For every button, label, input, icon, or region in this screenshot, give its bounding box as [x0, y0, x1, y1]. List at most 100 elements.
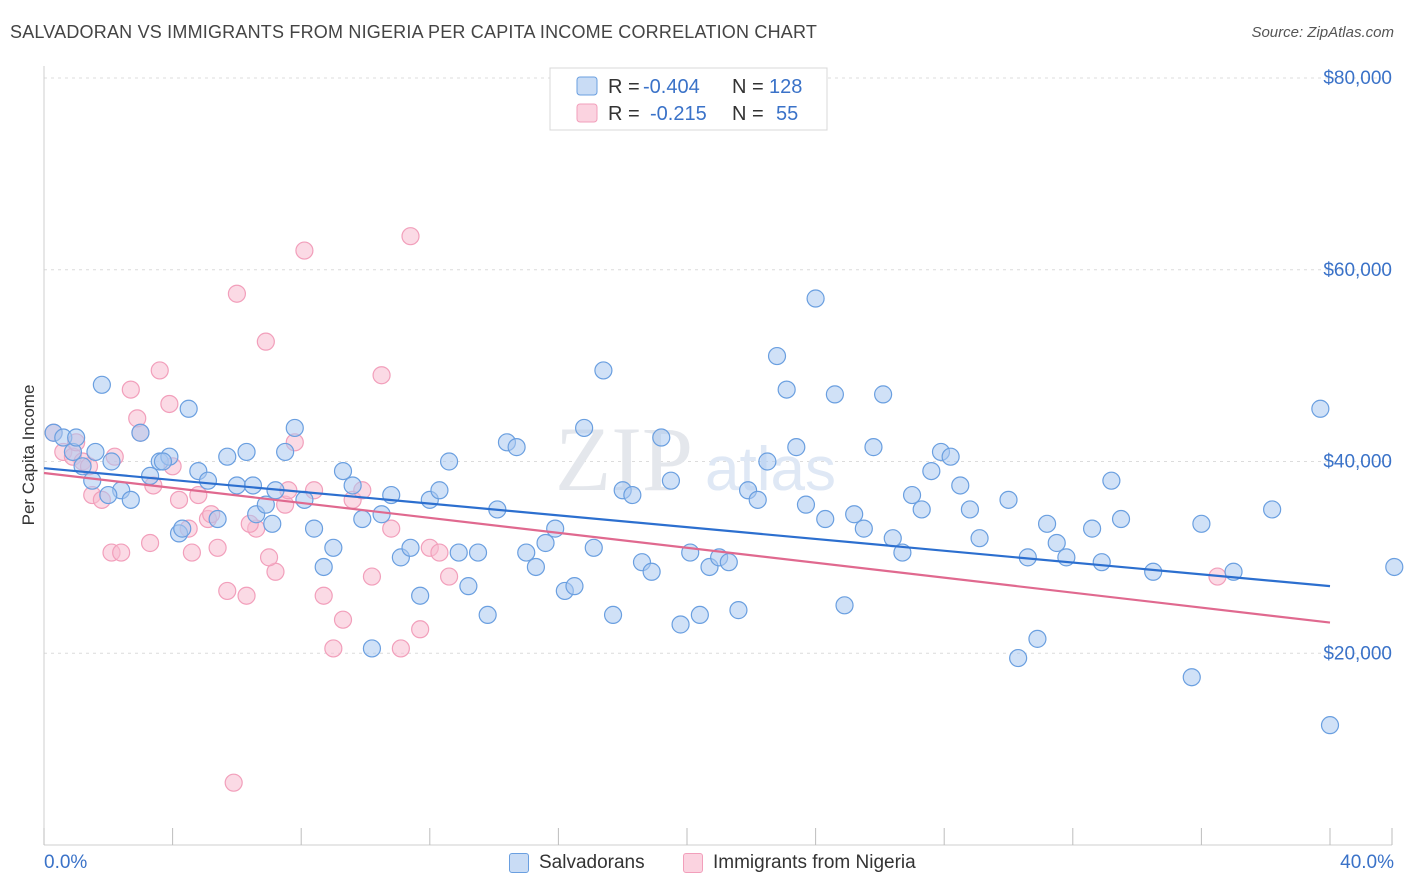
- nigeria-point-18: [218, 581, 237, 601]
- salvadoran-point-20: [237, 442, 256, 462]
- salvadoran-point-70: [719, 553, 738, 572]
- salvadoran-point-73: [748, 490, 767, 509]
- y-axis-label: Per Capita Income: [19, 385, 38, 526]
- y-tick-label-3: $80,000: [1323, 68, 1392, 89]
- salvadoran-point-55: [575, 418, 594, 438]
- salvadoran-point-48: [507, 438, 526, 457]
- nigeria-trend-line: [43, 471, 1331, 624]
- salvadoran-point-49: [517, 543, 536, 562]
- salvadoran-point-77: [787, 438, 806, 457]
- nigeria-point-41: [439, 567, 459, 586]
- salvadoran-point-62: [642, 562, 661, 581]
- salvadoran-point-127: [263, 514, 282, 533]
- legend-n-label-pink: N =: [732, 103, 764, 125]
- salvadoran-point-109: [1182, 668, 1201, 687]
- legend-r-value-blue: -0.404: [643, 76, 700, 98]
- salvadoran-point-67: [690, 605, 709, 625]
- salvadoran-point-71: [729, 601, 748, 620]
- salvadoran-point-45: [478, 605, 497, 625]
- salvadoran-point-86: [874, 385, 893, 404]
- nigeria-point-15: [189, 485, 208, 505]
- salvadoran-point-115: [1385, 557, 1404, 577]
- salvadoran-point-100: [1028, 629, 1047, 648]
- legend-item-salvadorans[interactable]: Salvadorans: [509, 852, 645, 874]
- nigeria-point-17: [208, 538, 227, 557]
- nigeria-point-26: [295, 241, 314, 260]
- salvadoran-point-17: [208, 509, 227, 529]
- nigeria-point-34: [372, 366, 391, 385]
- legend-item-nigeria[interactable]: Immigrants from Nigeria: [683, 852, 916, 874]
- legend-swatch-blue: [576, 76, 598, 96]
- salvadoran-point-24: [276, 442, 295, 462]
- nigeria-point-30: [333, 610, 353, 629]
- salvadoran-point-94: [951, 476, 970, 495]
- y-tick-label-0: $20,000: [1323, 643, 1392, 664]
- salvadoran-point-14: [179, 399, 198, 418]
- nigeria-point-52: [259, 548, 279, 567]
- trend-lines: [43, 467, 1331, 624]
- bottom-legend: Salvadorans Immigrants from Nigeria: [0, 852, 1406, 878]
- salvadoran-point-50: [526, 557, 545, 577]
- salvadoran-point-91: [922, 461, 941, 481]
- salvadoran-point-29: [324, 538, 343, 557]
- salvadoran-point-41: [439, 452, 459, 471]
- legend-label-nigeria: Immigrants from Nigeria: [713, 852, 916, 873]
- salvadoran-point-85: [864, 438, 883, 457]
- x-tick-label-max: 40.0%: [1340, 852, 1394, 873]
- salvadoran-point-93: [941, 447, 960, 466]
- salvadoran-point-98: [1009, 648, 1028, 668]
- y-tick-label-1: $40,000: [1323, 452, 1392, 473]
- salvadoran-point-54: [565, 577, 584, 596]
- salvadoran-point-82: [835, 596, 854, 615]
- legend-swatch-pink: [576, 103, 598, 123]
- salvadoran-point-38: [411, 586, 430, 605]
- nigeria-point-19: [227, 284, 246, 303]
- salvadoran-point-87: [883, 529, 902, 548]
- watermark: ZIP atlas: [555, 408, 836, 510]
- salvadoran-point-57: [594, 361, 613, 380]
- salvadoran-point-9: [131, 423, 150, 442]
- salvadoran-point-51: [536, 533, 555, 553]
- legend-n-value-blue: 128: [769, 76, 802, 98]
- salvadoran-point-97: [999, 490, 1018, 509]
- salvadoran-point-30: [333, 461, 353, 481]
- salvadoran-point-37: [401, 538, 420, 557]
- salvadoran-point-34: [372, 505, 391, 524]
- legend-r-value-pink: -0.215: [650, 103, 707, 125]
- salvadoran-point-106: [1102, 471, 1121, 490]
- nigeria-point-37: [401, 227, 420, 246]
- salvadoran-point-79: [806, 289, 825, 308]
- salvadoran-point-122: [86, 442, 105, 462]
- legend-swatch-salvadorans: [509, 853, 529, 873]
- salvadoran-point-40: [430, 481, 449, 500]
- salvadoran-point-76: [777, 380, 796, 399]
- axes: [43, 66, 1393, 846]
- legend-r-label-blue: R =: [608, 76, 640, 98]
- salvadoran-point-42: [449, 543, 468, 562]
- series-salvadorans-points: [44, 289, 1404, 735]
- nigeria-point-10: [140, 533, 160, 553]
- salvadoran-point-110: [1192, 514, 1211, 533]
- salvadoran-point-80: [816, 509, 835, 529]
- y-tick-label-2: $60,000: [1323, 260, 1392, 281]
- salvadoran-point-8: [121, 490, 140, 509]
- nigeria-point-50: [224, 773, 243, 792]
- nigeria-point-29: [324, 639, 343, 658]
- salvadoran-point-125: [173, 519, 192, 538]
- salvadoran-point-44: [468, 543, 488, 562]
- salvadoran-point-6: [102, 452, 121, 471]
- chart-title: SALVADORAN VS IMMIGRANTS FROM NIGERIA PE…: [10, 22, 818, 42]
- nigeria-point-8: [121, 380, 140, 399]
- nigeria-point-36: [391, 639, 410, 658]
- salvadoran-point-52: [546, 519, 565, 538]
- salvadoran-point-121: [67, 428, 86, 447]
- salvadoran-point-81: [825, 385, 844, 404]
- salvadoran-point-108: [1144, 562, 1163, 581]
- salvadoran-point-32: [353, 509, 372, 529]
- salvadoran-point-63: [652, 428, 671, 447]
- salvadoran-point-28: [314, 557, 333, 577]
- salvadoran-point-16: [198, 471, 218, 490]
- salvadoran-trend-line: [43, 467, 1331, 588]
- salvadoran-point-65: [671, 615, 690, 634]
- salvadoran-point-107: [1111, 509, 1131, 529]
